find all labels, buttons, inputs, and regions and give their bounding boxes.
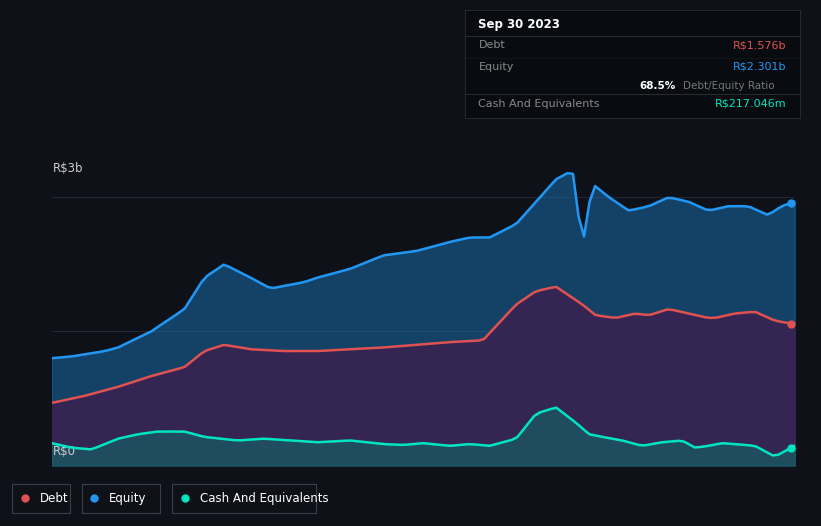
Text: Cash And Equivalents: Cash And Equivalents <box>479 98 600 108</box>
Text: Equity: Equity <box>109 492 147 505</box>
Text: Equity: Equity <box>479 62 514 72</box>
Text: R$217.046m: R$217.046m <box>715 98 787 108</box>
Text: R$0: R$0 <box>53 444 76 458</box>
Text: R$2.301b: R$2.301b <box>733 62 787 72</box>
Text: 68.5%: 68.5% <box>640 82 676 92</box>
Text: Debt: Debt <box>479 41 505 50</box>
Text: Debt: Debt <box>39 492 68 505</box>
Text: R$3b: R$3b <box>53 162 84 175</box>
Text: Cash And Equivalents: Cash And Equivalents <box>200 492 328 505</box>
Text: Sep 30 2023: Sep 30 2023 <box>479 17 560 31</box>
Text: R$1.576b: R$1.576b <box>733 41 787 50</box>
Text: Debt/Equity Ratio: Debt/Equity Ratio <box>683 82 774 92</box>
